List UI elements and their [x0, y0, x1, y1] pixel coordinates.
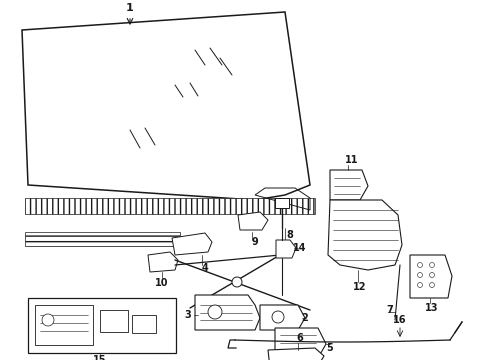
Text: 2: 2: [302, 313, 308, 323]
Polygon shape: [330, 170, 368, 200]
Bar: [25, 232, 180, 246]
Circle shape: [417, 262, 422, 267]
Polygon shape: [238, 212, 268, 230]
Polygon shape: [172, 233, 212, 255]
Text: 9: 9: [252, 237, 258, 247]
Text: 7: 7: [387, 305, 393, 315]
Circle shape: [430, 273, 435, 278]
Circle shape: [42, 314, 54, 326]
Text: 15: 15: [93, 355, 107, 360]
Polygon shape: [410, 255, 452, 298]
Polygon shape: [195, 295, 260, 330]
Circle shape: [430, 262, 435, 267]
Bar: [275, 198, 289, 208]
Text: 12: 12: [353, 282, 367, 292]
Circle shape: [208, 305, 222, 319]
Text: 4: 4: [201, 263, 208, 273]
Text: 16: 16: [393, 315, 407, 325]
Polygon shape: [275, 328, 326, 358]
Text: 8: 8: [287, 230, 294, 240]
Circle shape: [232, 277, 242, 287]
Polygon shape: [276, 240, 296, 258]
Bar: [132, 315, 156, 333]
Bar: [28, 298, 176, 353]
Polygon shape: [328, 200, 402, 270]
Text: 10: 10: [155, 278, 169, 288]
Circle shape: [430, 283, 435, 288]
Text: 3: 3: [185, 310, 192, 320]
Polygon shape: [148, 252, 178, 272]
Text: 13: 13: [425, 303, 439, 313]
Bar: [100, 310, 128, 332]
Text: 6: 6: [296, 333, 303, 343]
Circle shape: [417, 273, 422, 278]
Text: 1: 1: [126, 3, 134, 13]
Bar: [25, 198, 315, 214]
Polygon shape: [268, 348, 324, 360]
Text: 5: 5: [327, 343, 333, 353]
Circle shape: [272, 311, 284, 323]
Polygon shape: [260, 305, 305, 330]
Circle shape: [417, 283, 422, 288]
Text: 11: 11: [345, 155, 359, 165]
Text: 14: 14: [293, 243, 307, 253]
Bar: [35, 305, 93, 345]
